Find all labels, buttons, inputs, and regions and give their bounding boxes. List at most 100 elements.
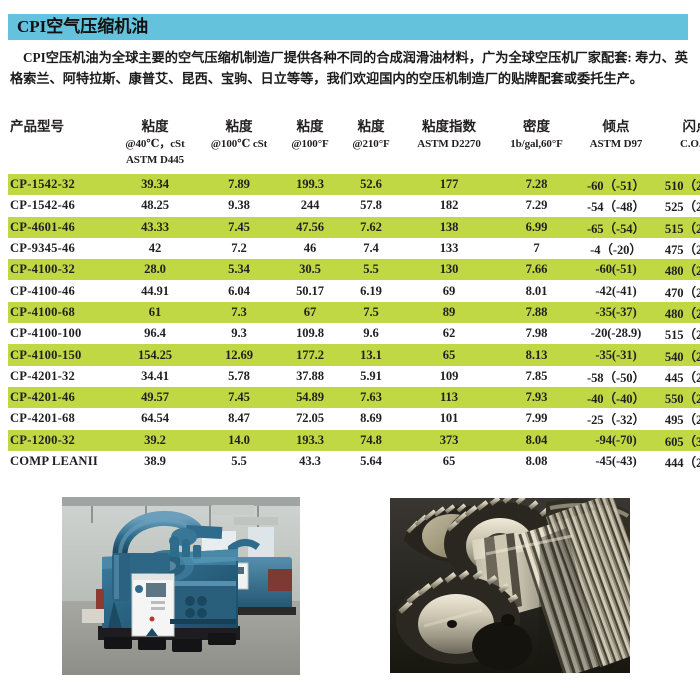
table-cell: 101	[439, 411, 459, 426]
table-cell: 109	[439, 368, 459, 383]
table-cell: 65	[442, 454, 456, 468]
gear-rotor-illustration	[390, 498, 630, 673]
table-cell: 7.88	[497, 301, 576, 324]
cell-product-model: CP-1542-32	[8, 174, 111, 196]
table-cell: 42	[148, 241, 162, 256]
table-cell: 475（246）	[664, 243, 700, 258]
air-compressor-unit-photo	[62, 497, 300, 675]
page-title: CPI空气压缩机油	[17, 17, 149, 36]
table-cell: 7.99	[525, 411, 548, 426]
table-row: CP-4100-32 28.0 5.34 30.5 5.5 130 7.66 -60(-51)…	[8, 259, 700, 281]
table-cell: 5.34	[199, 259, 279, 281]
table-cell: -60（-51）	[576, 174, 656, 196]
table-body: CP-1542-32 39.34 7.89 199.3 52.6 177 7.28 -60（-…	[8, 174, 700, 472]
table-row: CP-4100-100 96.4 9.3 109.8 9.6 62 7.98 -20(-28.…	[8, 323, 700, 344]
table-cell: 34.41	[141, 368, 169, 383]
table-cell: 6.99	[497, 216, 576, 238]
col-header-viscosity-210f: 粘度 @210°F	[352, 119, 390, 150]
table-cell: 9.38	[228, 198, 250, 213]
table-cell: -35(-31)	[576, 344, 656, 366]
table-cell: 444（229）	[664, 456, 700, 470]
table-cell: 199.3	[279, 174, 341, 196]
table-cell: 550（288）	[656, 386, 700, 409]
table-cell: 7.63	[341, 386, 401, 409]
cell-product-model: CP-1542-46	[10, 198, 75, 213]
col-header-flash-point: 闪点 C.O.C.	[679, 119, 700, 150]
table-cell: -60(-51)	[576, 259, 656, 281]
table-cell: 38.9	[144, 454, 166, 468]
table-row: CP-4201-32 34.41 5.78 37.88 5.91 109 7.85 -58（-…	[8, 366, 700, 387]
table-cell: 177	[401, 174, 497, 196]
table-cell: 113	[401, 386, 497, 409]
table-cell: 7.2	[231, 241, 247, 256]
table-row: CP-9345-46 42 7.2 46 7.4 133 7 -4（-20） 475（246）	[8, 238, 700, 259]
col-header-viscosity-40c: 粘度 @40℃，cSt ASTM D445	[125, 119, 185, 166]
table-cell: 7	[533, 241, 540, 256]
cell-product-model: CP-9345-46	[10, 241, 75, 256]
table-cell: 74.8	[341, 429, 401, 451]
table-cell: 540（282）	[656, 344, 700, 366]
table-cell: 37.88	[296, 368, 324, 383]
table-cell: 244	[300, 198, 320, 213]
air-compressor-illustration	[62, 497, 300, 675]
table-cell: 61	[111, 301, 199, 324]
cell-product-model: CP-4100-150	[8, 344, 111, 366]
table-cell: 12.69	[199, 344, 279, 366]
intro-paragraph: CPI空压机油为全球主要的空气压缩机制造厂提供各种不同的合成润滑油材料，广为全球…	[10, 50, 688, 86]
table-cell: 57.8	[360, 198, 382, 213]
table-row: CP-1542-46 48.25 9.38 244 57.8 182 7.29 -54（-48…	[8, 195, 700, 216]
table-cell: 9.3	[231, 326, 247, 341]
table-cell: -42(-41)	[595, 283, 637, 298]
table-cell: 7.3	[199, 301, 279, 324]
table-cell: 62	[442, 326, 456, 341]
table-cell: 7.45	[199, 216, 279, 238]
table-cell: 7.66	[497, 259, 576, 281]
table-cell: 7.4	[363, 241, 379, 256]
table-cell: -58（-50）	[587, 370, 645, 385]
table-cell: 138	[401, 216, 497, 238]
table-cell: -65（-54）	[576, 216, 656, 238]
table-cell: 7.98	[525, 326, 548, 341]
table-cell: 193.3	[279, 429, 341, 451]
table-cell: 39.2	[111, 429, 199, 451]
table-cell: 109.8	[296, 326, 324, 341]
col-header-model: 产品型号	[10, 119, 64, 134]
table-cell: 8.13	[497, 344, 576, 366]
table-cell: -45(-43)	[595, 454, 637, 468]
compressor-gears-photo	[390, 498, 630, 673]
table-cell: 8.47	[228, 411, 250, 426]
table-cell: -40（-40）	[576, 386, 656, 409]
cell-product-model: CP-4201-32	[10, 368, 75, 383]
table-cell: -4（-20）	[590, 243, 642, 258]
table-cell: 480（249）	[656, 259, 700, 281]
table-cell: -94(-70)	[576, 429, 656, 451]
table-row: CP-4201-46 49.57 7.45 54.89 7.63 113 7.93 -40（-…	[8, 386, 700, 409]
table-cell: 64.54	[141, 411, 169, 426]
table-cell: 8.08	[525, 454, 548, 468]
table-cell: 470（243）	[664, 285, 700, 300]
table-cell: 89	[401, 301, 497, 324]
table-row: CP-4601-46 43.33 7.45 47.56 7.62 138 6.99 -65（-…	[8, 216, 700, 238]
cell-product-model: CP-4601-46	[8, 216, 111, 238]
oil-spec-table: 产品型号 粘度 @40℃，cSt ASTM D445 粘度 @100℃ cSt …	[8, 119, 700, 472]
table-cell: 67	[279, 301, 341, 324]
cell-product-model: CP-4100-32	[8, 259, 111, 281]
table-row: CP-4201-68 64.54 8.47 72.05 8.69 101 7.99 -25（-…	[8, 408, 700, 429]
table-cell: 13.1	[341, 344, 401, 366]
table-cell: 14.0	[199, 429, 279, 451]
table-cell: 177.2	[279, 344, 341, 366]
table-cell: -54（-48）	[587, 200, 645, 215]
table-cell: 9.6	[363, 326, 379, 341]
table-cell: 605（318）	[656, 429, 700, 451]
cell-product-model: CP-4100-100	[10, 326, 82, 341]
table-cell: 515（268）	[656, 216, 700, 238]
cell-product-model: CP-4100-46	[10, 283, 75, 298]
table-cell: 49.57	[111, 386, 199, 409]
table-cell: 44.91	[141, 283, 169, 298]
col-header-density: 密度 1b/gal,60°F	[510, 119, 563, 150]
table-header-row: 产品型号 粘度 @40℃，cSt ASTM D445 粘度 @100℃ cSt …	[8, 119, 700, 168]
table-cell: 7.89	[199, 174, 279, 196]
table-cell: 28.0	[111, 259, 199, 281]
cell-product-model: CP-4201-68	[10, 411, 75, 426]
